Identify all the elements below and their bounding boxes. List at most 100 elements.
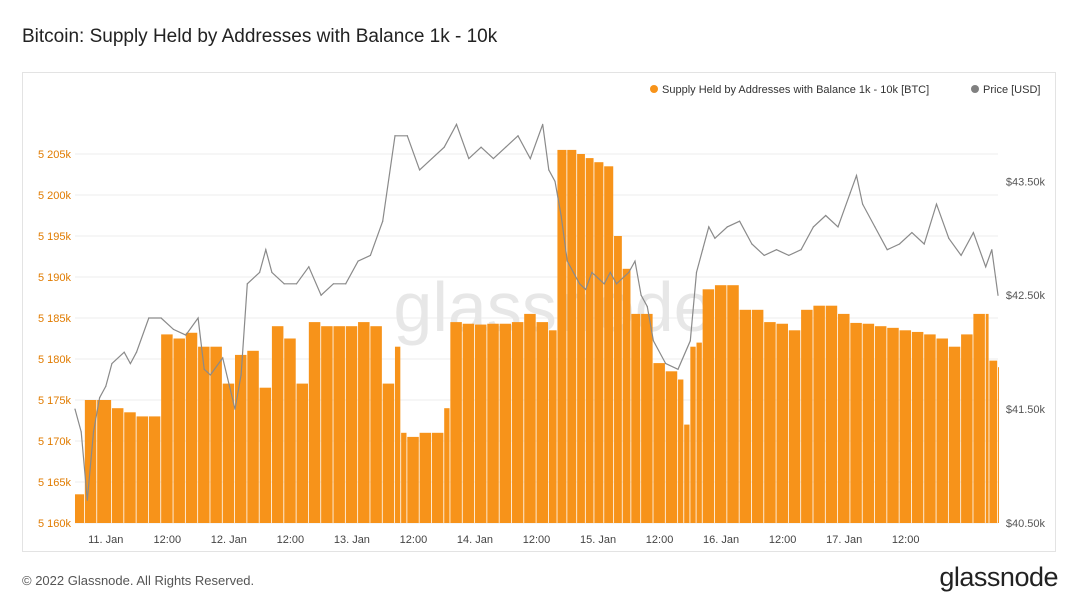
- price-point: [726, 226, 728, 228]
- price-point: [603, 283, 605, 285]
- price-point: [240, 374, 242, 376]
- page-title: Bitcoin: Supply Held by Addresses with B…: [22, 26, 498, 47]
- price-point: [105, 385, 107, 387]
- x-axis-tick-label: 17. Jan: [826, 534, 862, 546]
- price-point: [222, 357, 224, 359]
- price-point: [948, 237, 950, 239]
- price-point: [911, 231, 913, 234]
- price-point: [332, 283, 335, 285]
- price-point: [369, 254, 371, 256]
- left-axis-tick-label: 5 205k: [38, 149, 72, 161]
- price-point: [529, 157, 531, 160]
- supply-bar: [899, 330, 912, 523]
- x-axis-tick-label: 15. Jan: [580, 534, 616, 546]
- left-axis: 5 160k 5 165k 5 170k 5 175k 5 180k 5 185k 5 19…: [38, 149, 72, 530]
- supply-bar: [813, 305, 825, 523]
- price-point: [86, 499, 88, 501]
- left-axis-tick-label: 5 170k: [38, 436, 72, 448]
- price-point: [646, 306, 648, 308]
- price-point: [634, 260, 636, 262]
- supply-bar: [838, 313, 850, 523]
- legend-supply-dot-icon: [650, 85, 658, 93]
- price-point: [92, 431, 95, 433]
- price-point: [572, 271, 575, 274]
- price-point: [886, 249, 888, 251]
- price-point: [874, 226, 876, 228]
- price-point: [123, 351, 125, 353]
- price-point: [609, 271, 611, 274]
- supply-bar: [358, 322, 370, 523]
- supply-bar: [614, 236, 622, 523]
- price-point: [74, 408, 76, 410]
- supply-bar: [973, 313, 985, 523]
- price-point: [431, 157, 433, 160]
- price-point: [628, 271, 630, 274]
- supply-bar: [247, 350, 259, 523]
- supply-bar: [577, 154, 585, 523]
- price-point: [997, 294, 999, 296]
- price-point: [517, 135, 519, 137]
- supply-bar: [874, 326, 887, 523]
- supply-bar: [622, 268, 631, 523]
- supply-bar: [198, 346, 210, 523]
- supply-bar: [444, 408, 450, 523]
- price-point: [972, 231, 974, 234]
- supply-bar: [948, 346, 961, 523]
- supply-bar: [296, 383, 309, 523]
- price-point: [566, 260, 568, 262]
- supply-bar: [631, 313, 641, 523]
- supply-bar: [161, 334, 173, 523]
- supply-bar: [75, 494, 85, 523]
- supply-bar: [936, 338, 948, 523]
- chart-panel: glassnode 5 160k 5 165k 5 170k 5 175k 5 180k…: [22, 72, 1056, 552]
- supply-bar: [594, 162, 604, 523]
- price-point: [751, 243, 753, 245]
- price-point: [689, 340, 691, 342]
- price-point: [259, 271, 261, 274]
- price-point: [788, 254, 790, 256]
- left-axis-tick-label: 5 160k: [38, 518, 72, 530]
- price-point: [271, 271, 273, 274]
- supply-bar: [548, 330, 557, 523]
- supply-bar: [124, 412, 136, 523]
- price-point: [357, 260, 359, 262]
- supply-bar: [284, 338, 296, 523]
- supply-bar: [862, 323, 875, 523]
- supply-bar: [499, 323, 512, 523]
- price-point: [548, 169, 550, 171]
- supply-bar: [678, 379, 684, 523]
- price-point: [702, 249, 704, 251]
- x-axis: 11. Jan 12:00 12. Jan 12:00 13. Jan 12:00 14. …: [88, 534, 919, 546]
- supply-bar: [751, 309, 764, 523]
- x-axis-tick-label: 11. Jan: [88, 534, 123, 546]
- price-point: [855, 175, 858, 177]
- price-point: [135, 351, 138, 353]
- legend[interactable]: Supply Held by Addresses with Balance 1k…: [650, 84, 1040, 96]
- x-axis-tick-label: 12:00: [769, 534, 797, 546]
- price-point: [308, 266, 310, 268]
- supply-bar: [431, 432, 444, 523]
- price-point: [991, 249, 993, 251]
- x-axis-tick-label: 12:00: [892, 534, 920, 546]
- supply-bar: [887, 327, 899, 523]
- price-point: [597, 277, 599, 279]
- supply-bar: [776, 323, 788, 523]
- price-point: [812, 226, 815, 228]
- supply-bar: [382, 383, 395, 523]
- right-axis-tick-label: $40.50k: [1006, 518, 1046, 530]
- price-point: [695, 271, 698, 274]
- supply-bar: [961, 334, 973, 523]
- right-axis-tick-label: $42.50k: [1006, 290, 1046, 302]
- price-point: [443, 146, 445, 148]
- right-axis-tick-label: $41.50k: [1006, 404, 1046, 416]
- price-point: [492, 157, 495, 160]
- x-axis-tick-label: 13. Jan: [334, 534, 370, 546]
- supply-bar: [148, 416, 161, 523]
- legend-price-label: Price [USD]: [983, 84, 1040, 96]
- price-point: [708, 226, 710, 228]
- price-point: [849, 192, 851, 194]
- price-point: [172, 328, 175, 330]
- x-axis-tick-label: 16. Jan: [703, 534, 739, 546]
- left-axis-tick-label: 5 165k: [38, 477, 72, 489]
- supply-bar: [567, 149, 577, 523]
